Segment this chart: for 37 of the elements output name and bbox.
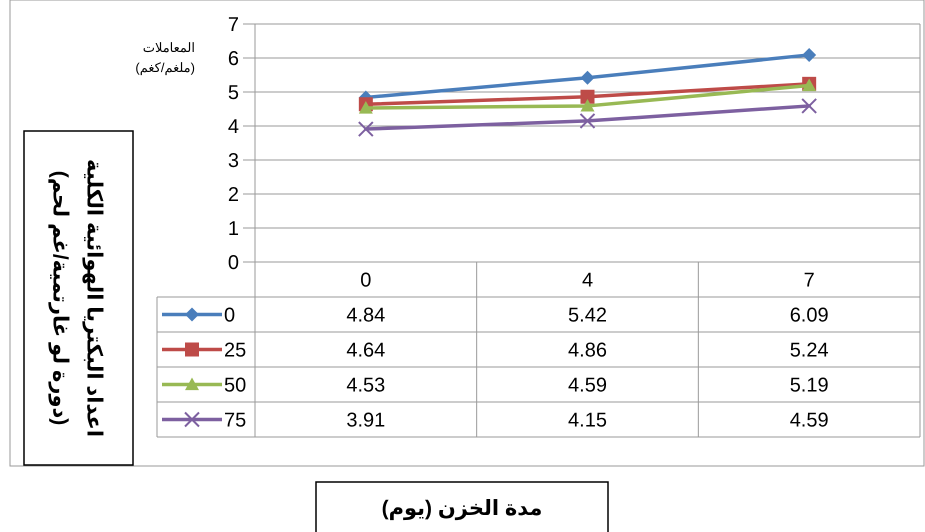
point: [580, 98, 594, 112]
x-tick-label: 7: [804, 270, 815, 292]
x-tick-label: 4: [582, 270, 594, 292]
data-label: 4.53: [346, 374, 386, 396]
data-label: 5.19: [790, 374, 829, 396]
point: [580, 70, 594, 85]
data-label: 4.59: [790, 410, 829, 432]
point: [358, 121, 374, 138]
data-label: 6.09: [790, 304, 829, 326]
point: [358, 100, 373, 114]
data-label: 3.91: [346, 410, 386, 432]
y-tick-label: 6: [228, 48, 239, 70]
legend-label: 50: [224, 374, 246, 396]
legend-label: 25: [224, 340, 246, 362]
y-tick-label: 1: [228, 218, 239, 240]
data-label: 4.64: [346, 340, 386, 362]
data-label: 4.86: [568, 340, 607, 362]
data-label: 4.84: [346, 304, 386, 326]
y-tick-label: 2: [228, 184, 239, 206]
point: [580, 112, 596, 129]
y-tick-label: 7: [228, 14, 239, 36]
y-tick-label: 0: [228, 252, 239, 274]
legend-title: المعاملات (ملغم/كغم): [135, 40, 195, 76]
text: اعداد البكتريا الهوائية الكلية (دورة لو غارتمية/غم لحم): [48, 158, 106, 438]
x-tick-label: 0: [360, 270, 372, 292]
data-label: 4.15: [568, 410, 607, 432]
legend-label: 75: [224, 410, 246, 432]
y-tick-label: 3: [228, 150, 239, 172]
y-tick-label: 5: [228, 82, 239, 104]
data-label: 5.24: [790, 340, 829, 362]
point: [802, 48, 816, 62]
data-label: 5.42: [568, 304, 607, 326]
point: [580, 90, 594, 104]
text: مدة الخزن (يوم): [382, 497, 542, 521]
point: [801, 98, 818, 114]
y-tick-label: 4: [228, 116, 239, 138]
data-label: 4.59: [568, 374, 607, 396]
